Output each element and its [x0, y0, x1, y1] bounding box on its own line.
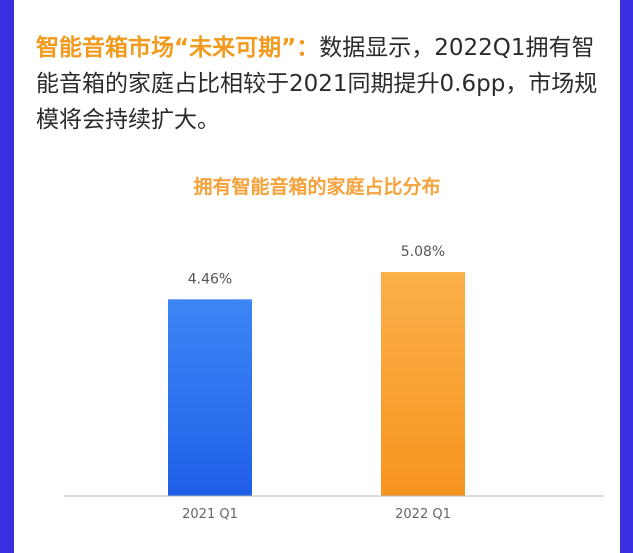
headline-highlight: 智能音箱市场“未来可期”： [36, 35, 320, 61]
headline: 智能音箱市场“未来可期”：数据显示，2022Q1拥有智能音箱的家庭占比相较于20… [36, 30, 611, 138]
data-label: 5.08% [401, 244, 445, 260]
x-tick-label: 2021 Q1 [182, 507, 238, 522]
bar-2022-q1 [381, 272, 465, 496]
x-tick-label: 2022 Q1 [395, 507, 451, 522]
headline-body: 数据显示，2022Q1拥有智能音箱的家庭占比相较于2021同期提升0.6pp，市… [36, 35, 598, 133]
bar-2021-q1 [168, 299, 252, 496]
infographic-card: 智能音箱市场“未来可期”：数据显示，2022Q1拥有智能音箱的家庭占比相较于20… [14, 0, 620, 553]
data-label: 4.46% [188, 271, 232, 287]
chart-title: 拥有智能音箱的家庭占比分布 [193, 176, 441, 198]
bar-chart: 4.46% 2021 Q1 5.08% 2022 Q1 [64, 244, 604, 522]
